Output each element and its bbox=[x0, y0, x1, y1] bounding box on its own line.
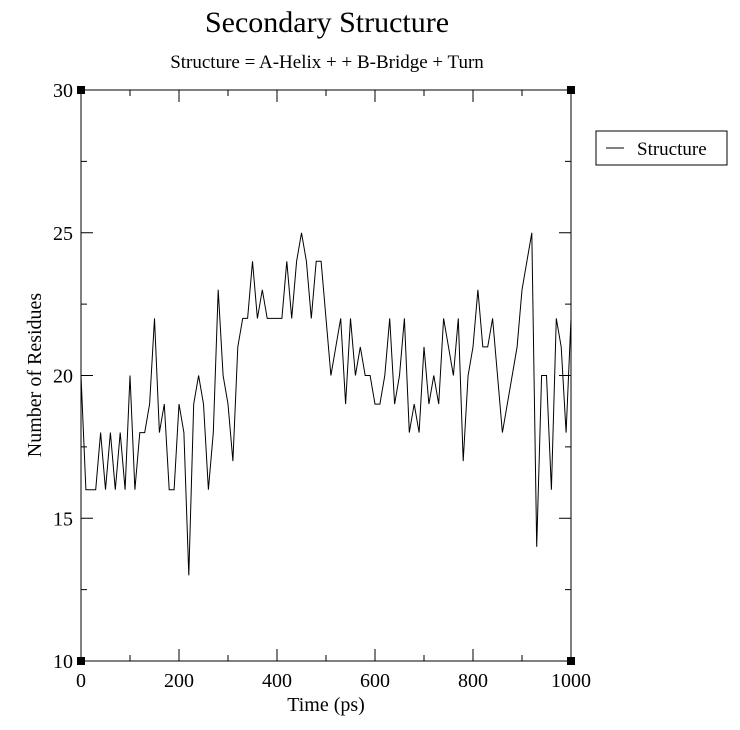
corner-marker-bottom-left bbox=[77, 657, 85, 665]
x-tick-label: 1000 bbox=[551, 670, 591, 692]
legend-label-structure: Structure bbox=[637, 139, 707, 160]
corner-marker-top-left bbox=[77, 86, 85, 94]
chart-subtitle: Structure = A-Helix + + B-Bridge + Turn bbox=[170, 52, 484, 73]
series-line-structure bbox=[80, 232, 572, 576]
legend: Structure bbox=[595, 130, 728, 166]
x-tick-label: 0 bbox=[76, 670, 86, 692]
x-tick-label: 200 bbox=[164, 670, 194, 692]
x-axis-ticks: 0 200 400 600 800 1000 bbox=[76, 90, 591, 692]
x-axis-label: Time (ps) bbox=[287, 694, 365, 716]
y-tick-label: 20 bbox=[53, 366, 73, 388]
corner-marker-top-right bbox=[567, 86, 575, 94]
y-tick-label: 25 bbox=[53, 223, 73, 245]
x-tick-label: 600 bbox=[360, 670, 390, 692]
x-tick-label: 800 bbox=[458, 670, 488, 692]
y-axis-ticks: 10 15 20 25 30 bbox=[53, 80, 571, 673]
chart-title: Secondary Structure bbox=[205, 6, 449, 39]
corner-marker-bottom-right bbox=[567, 657, 575, 665]
y-tick-label: 30 bbox=[53, 80, 73, 102]
x-tick-label: 400 bbox=[262, 670, 292, 692]
y-tick-label: 15 bbox=[53, 508, 73, 530]
y-tick-label: 10 bbox=[53, 651, 73, 673]
y-axis-label: Number of Residues bbox=[24, 293, 46, 458]
